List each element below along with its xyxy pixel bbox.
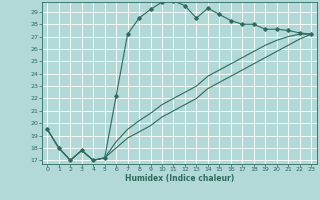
X-axis label: Humidex (Indice chaleur): Humidex (Indice chaleur)	[124, 174, 234, 183]
